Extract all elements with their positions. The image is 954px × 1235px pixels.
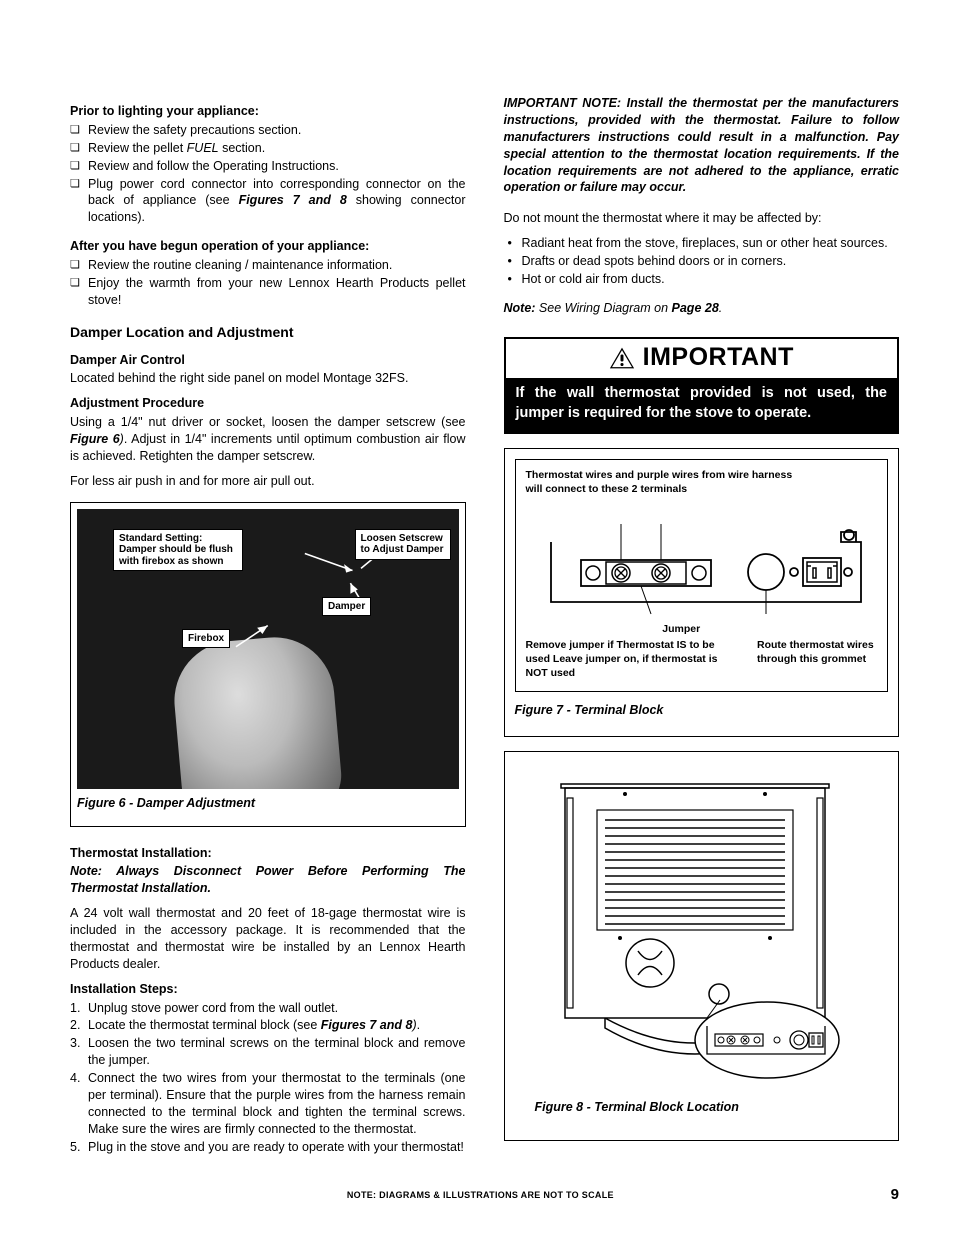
thermostat-install-note: Note: Always Disconnect Power Before Per… (70, 863, 466, 897)
list-item: Enjoy the warmth from your new Lennox He… (70, 275, 466, 309)
important-note-paragraph: IMPORTANT NOTE: Install the thermostat p… (504, 95, 900, 196)
fig7-bottom-right: Route thermostat wires through this grom… (757, 638, 877, 681)
list-item: Radiant heat from the stove, fireplaces,… (504, 235, 900, 252)
figure-6-container: Standard Setting: Damper should be flush… (70, 502, 466, 827)
fig6-label-damper: Damper (322, 597, 371, 617)
figure-6-photo: Standard Setting: Damper should be flush… (77, 509, 459, 789)
damper-section-heading: Damper Location and Adjustment (70, 323, 466, 342)
list-item: Plug power cord connector into correspon… (70, 176, 466, 227)
adjustment-body: Using a 1/4" nut driver or socket, loose… (70, 414, 466, 465)
page-number: 9 (891, 1185, 899, 1205)
figure-6-caption: Figure 6 - Damper Adjustment (77, 795, 459, 812)
after-checklist: Review the routine cleaning / maintenanc… (70, 257, 466, 309)
figure-7-diagram (531, 502, 871, 622)
after-heading: After you have begun operation of your a… (70, 238, 466, 255)
adjustment-note: For less air push in and for more air pu… (70, 473, 466, 490)
list-item: Hot or cold air from ducts. (504, 271, 900, 288)
list-item: 5.Plug in the stove and you are ready to… (70, 1139, 466, 1156)
list-item: 1.Unplug stove power cord from the wall … (70, 1000, 466, 1017)
wiring-note-label: Note: (504, 301, 536, 315)
mount-bullets: Radiant heat from the stove, fireplaces,… (504, 235, 900, 288)
fig7-bottom-labels: Remove jumper if Thermostat IS to be use… (526, 638, 878, 681)
fig6-label-firebox: Firebox (182, 629, 230, 649)
install-steps-list: 1.Unplug stove power cord from the wall … (70, 1000, 466, 1156)
mount-intro: Do not mount the thermostat where it may… (504, 210, 900, 227)
list-item: 2.Locate the thermostat terminal block (… (70, 1017, 466, 1034)
footer-note: NOTE: DIAGRAMS & ILLUSTRATIONS ARE NOT T… (70, 1189, 891, 1201)
damper-air-heading: Damper Air Control (70, 352, 466, 369)
adjustment-heading: Adjustment Procedure (70, 395, 466, 412)
wiring-note: Note: See Wiring Diagram on Page 28. (504, 300, 900, 317)
thermostat-install-body: A 24 volt wall thermostat and 20 feet of… (70, 905, 466, 973)
prior-checklist: Review the safety precautions section.Re… (70, 122, 466, 226)
right-column: IMPORTANT NOTE: Install the thermostat p… (504, 95, 900, 1165)
list-item: Review the safety precautions section. (70, 122, 466, 139)
important-body: If the wall thermostat provided is not u… (506, 378, 898, 431)
warning-icon (609, 346, 635, 370)
list-item: 3.Loosen the two terminal screws on the … (70, 1035, 466, 1069)
figure-8-diagram (535, 768, 855, 1088)
list-item: Review the pellet FUEL section. (70, 140, 466, 157)
list-item: Review the routine cleaning / maintenanc… (70, 257, 466, 274)
fig7-top-note: Thermostat wires and purple wires from w… (526, 468, 806, 496)
figure-7-caption: Figure 7 - Terminal Block (515, 702, 889, 719)
figure-7-container: Thermostat wires and purple wires from w… (504, 448, 900, 738)
fig7-jumper-label: Jumper (486, 622, 878, 636)
fig6-label-standard: Standard Setting: Damper should be flush… (113, 529, 243, 572)
page-footer: NOTE: DIAGRAMS & ILLUSTRATIONS ARE NOT T… (70, 1185, 899, 1205)
important-header: IMPORTANT (506, 339, 898, 379)
figure-8-container: Figure 8 - Terminal Block Location (504, 751, 900, 1141)
figure-8-caption: Figure 8 - Terminal Block Location (535, 1099, 869, 1116)
list-item: Drafts or dead spots behind doors or in … (504, 253, 900, 270)
thermostat-install-heading: Thermostat Installation: (70, 845, 466, 862)
figure-7-inner: Thermostat wires and purple wires from w… (515, 459, 889, 692)
two-column-layout: Prior to lighting your appliance: Review… (70, 95, 899, 1165)
important-callout-box: IMPORTANT If the wall thermostat provide… (504, 337, 900, 434)
wiring-note-page: Page 28 (672, 301, 719, 315)
install-steps-heading: Installation Steps: (70, 981, 466, 998)
prior-heading: Prior to lighting your appliance: (70, 103, 466, 120)
left-column: Prior to lighting your appliance: Review… (70, 95, 466, 1165)
fig7-bottom-left: Remove jumper if Thermostat IS to be use… (526, 638, 728, 681)
wiring-note-rest: See Wiring Diagram on (535, 301, 671, 315)
important-title: IMPORTANT (643, 341, 794, 375)
list-item: 4.Connect the two wires from your thermo… (70, 1070, 466, 1138)
fig6-label-loosen: Loosen Setscrew to Adjust Damper (355, 529, 451, 560)
damper-air-body: Located behind the right side panel on m… (70, 370, 466, 387)
list-item: Review and follow the Operating Instruct… (70, 158, 466, 175)
